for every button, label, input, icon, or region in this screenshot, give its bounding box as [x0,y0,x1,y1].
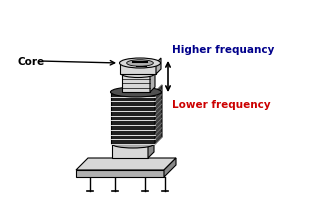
Ellipse shape [119,59,160,69]
Polygon shape [112,144,148,158]
Polygon shape [155,86,162,144]
Polygon shape [76,170,164,177]
Ellipse shape [127,60,153,67]
Polygon shape [148,138,154,158]
Polygon shape [122,75,150,93]
Polygon shape [111,93,155,144]
Polygon shape [156,59,161,75]
Text: Core: Core [18,57,45,67]
Polygon shape [120,64,156,75]
Ellipse shape [110,87,161,98]
Polygon shape [150,70,155,93]
Ellipse shape [122,71,154,78]
Polygon shape [164,158,176,177]
Polygon shape [76,158,176,170]
Text: Higher frequancy: Higher frequancy [172,45,274,55]
Ellipse shape [112,140,154,148]
Text: Lower frequency: Lower frequency [172,100,271,109]
